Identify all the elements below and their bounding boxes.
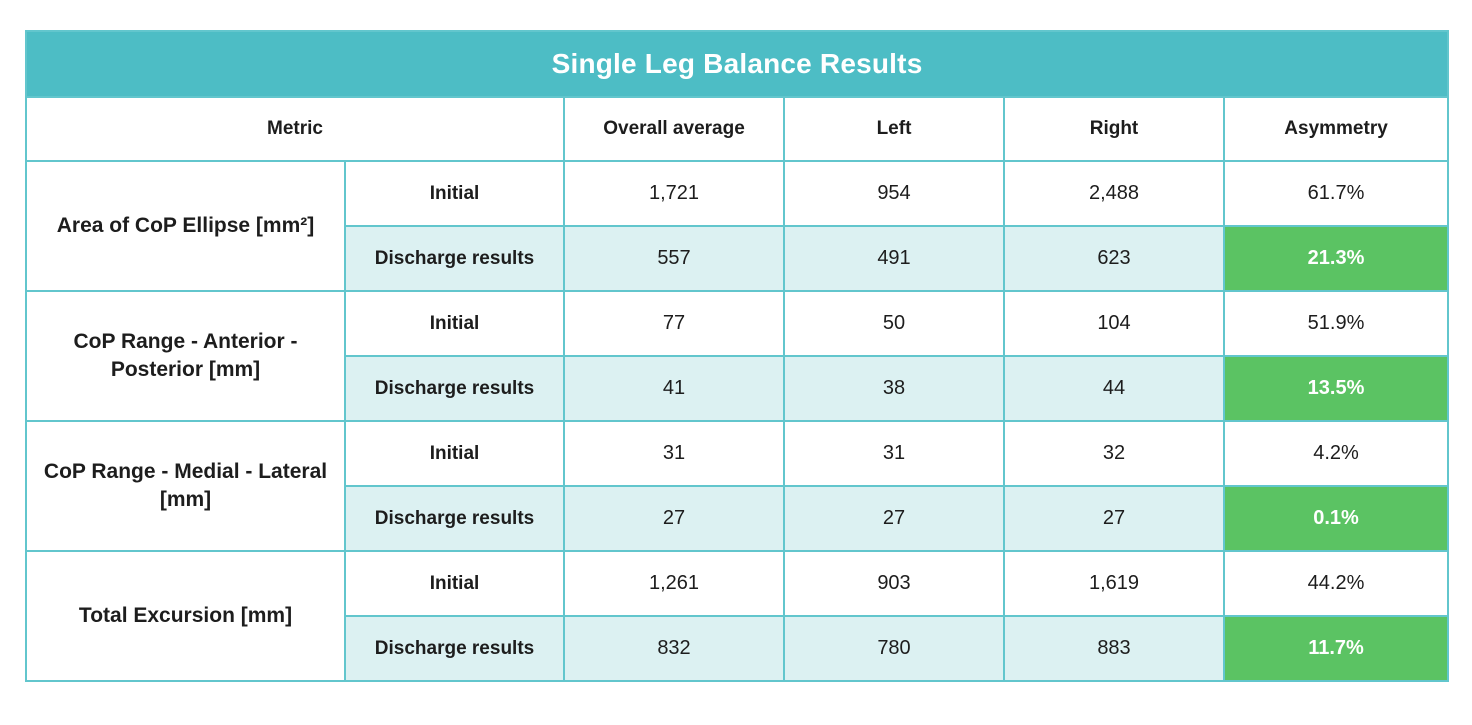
row-label: Initial [344,290,565,357]
metric-name: Total Excursion [mm] [25,550,346,682]
value-asymmetry: 51.9% [1222,290,1450,357]
title-row: Single Leg Balance Results [24,30,1450,98]
value-overall-average: 1,721 [563,160,785,227]
table-row: CoP Range - Anterior - Posterior [mm] In… [25,290,1450,422]
value-left: 954 [783,160,1005,227]
column-header-asymmetry: Asymmetry [1222,96,1450,162]
value-right: 44 [1003,355,1225,422]
column-header-right: Right [1003,96,1225,162]
table-row: Discharge results 832 780 883 11.7% [26,615,1450,682]
value-asymmetry: 44.2% [1222,550,1450,617]
table-row: Total Excursion [mm] Initial 1,261 903 1… [25,550,1450,682]
value-asymmetry-highlighted: 11.7% [1222,615,1450,682]
value-asymmetry: 61.7% [1222,160,1450,227]
table-row: Discharge results 557 491 623 21.3% [26,225,1450,292]
value-right: 883 [1003,615,1225,682]
value-asymmetry: 4.2% [1222,420,1450,487]
value-right: 27 [1003,485,1225,552]
value-asymmetry-highlighted: 21.3% [1222,225,1450,292]
row-label: Discharge results [344,225,565,292]
value-left: 50 [783,290,1005,357]
value-right: 2,488 [1003,160,1225,227]
value-left: 31 [783,420,1005,487]
value-right: 104 [1003,290,1225,357]
table-row: Area of CoP Ellipse [mm²] Initial 1,721 … [25,160,1450,292]
value-left: 491 [783,225,1005,292]
metric-name: Area of CoP Ellipse [mm²] [25,160,346,292]
value-left: 780 [783,615,1005,682]
row-label: Initial [344,160,565,227]
column-header-metric: Metric [25,96,565,162]
value-overall-average: 41 [563,355,785,422]
value-overall-average: 77 [563,290,785,357]
metric-name: CoP Range - Anterior - Posterior [mm] [25,290,346,422]
value-asymmetry-highlighted: 0.1% [1222,485,1450,552]
value-left: 27 [783,485,1005,552]
value-right: 32 [1003,420,1225,487]
column-header-left: Left [783,96,1005,162]
row-label: Discharge results [344,485,565,552]
table-title: Single Leg Balance Results [24,30,1450,98]
metric-name: CoP Range - Medial - Lateral [mm] [25,420,346,552]
table-row: Discharge results 41 38 44 13.5% [26,355,1450,422]
value-overall-average: 557 [563,225,785,292]
table-row: Discharge results 27 27 27 0.1% [26,485,1450,552]
row-label: Discharge results [344,355,565,422]
value-overall-average: 27 [563,485,785,552]
row-label: Initial [344,420,565,487]
value-left: 38 [783,355,1005,422]
row-label: Discharge results [344,615,565,682]
column-header-row: Metric Overall average Left Right Asymme… [25,96,1450,162]
value-left: 903 [783,550,1005,617]
value-right: 1,619 [1003,550,1225,617]
row-label: Initial [344,550,565,617]
value-asymmetry-highlighted: 13.5% [1222,355,1450,422]
value-overall-average: 31 [563,420,785,487]
value-overall-average: 1,261 [563,550,785,617]
results-panel: Single Leg Balance Results Metric Overal… [24,30,1450,682]
value-right: 623 [1003,225,1225,292]
single-leg-balance-results-table: Single Leg Balance Results Metric Overal… [24,30,1450,682]
column-header-overall-average: Overall average [563,96,785,162]
table-row: CoP Range - Medial - Lateral [mm] Initia… [25,420,1450,552]
value-overall-average: 832 [563,615,785,682]
